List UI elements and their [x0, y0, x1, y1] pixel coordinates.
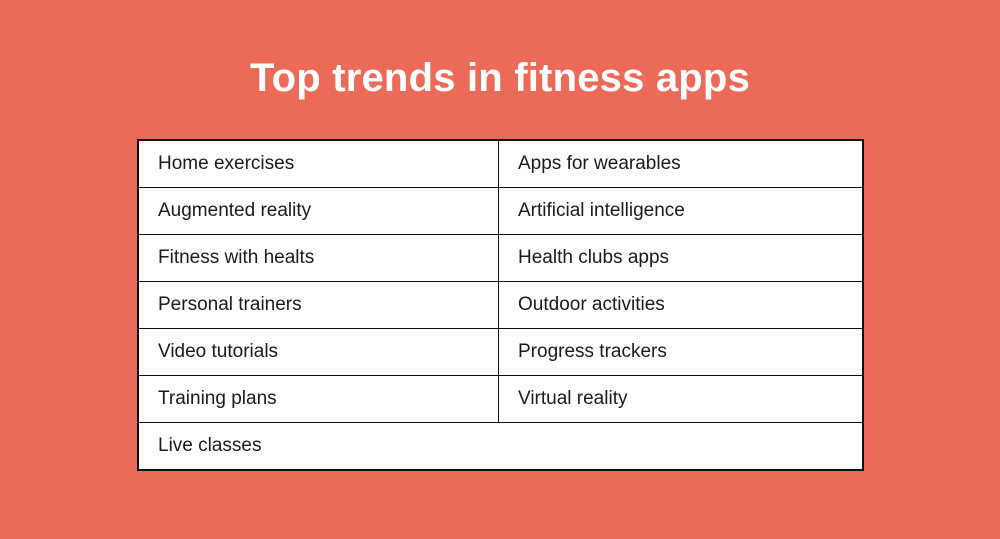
table-cell: Video tutorials: [139, 329, 499, 375]
table-cell: Outdoor activities: [518, 294, 665, 315]
table-cell: Training plans: [139, 376, 499, 422]
table-cell: Home exercises: [139, 141, 499, 187]
table-cell: Augmented reality: [139, 188, 499, 234]
table-cell: Fitness with healts: [139, 235, 499, 281]
table-cell: Virtual reality: [518, 388, 628, 409]
table-row: Personal trainers Outdoor activities: [139, 282, 862, 329]
table-cell: Progress trackers: [518, 341, 667, 362]
table-cell: Apps for wearables: [518, 153, 681, 174]
table-row-spanning: Live classes: [139, 423, 862, 469]
table-row: Video tutorials Progress trackers: [139, 329, 862, 376]
table-cell: Artificial intelligence: [518, 200, 685, 221]
table-row: Augmented reality Artificial intelligenc…: [139, 188, 862, 235]
trends-table: Home exercises Apps for wearables Augmen…: [137, 139, 864, 471]
table-cell: Health clubs apps: [518, 247, 670, 268]
table-row: Fitness with healts Health clubs apps: [139, 235, 862, 282]
page-title: Top trends in fitness apps: [249, 56, 751, 100]
table-cell: Live classes: [158, 435, 262, 456]
table-row: Training plans Virtual reality: [139, 376, 862, 423]
table-row: Home exercises Apps for wearables: [139, 141, 862, 188]
table-cell: Personal trainers: [139, 282, 499, 328]
